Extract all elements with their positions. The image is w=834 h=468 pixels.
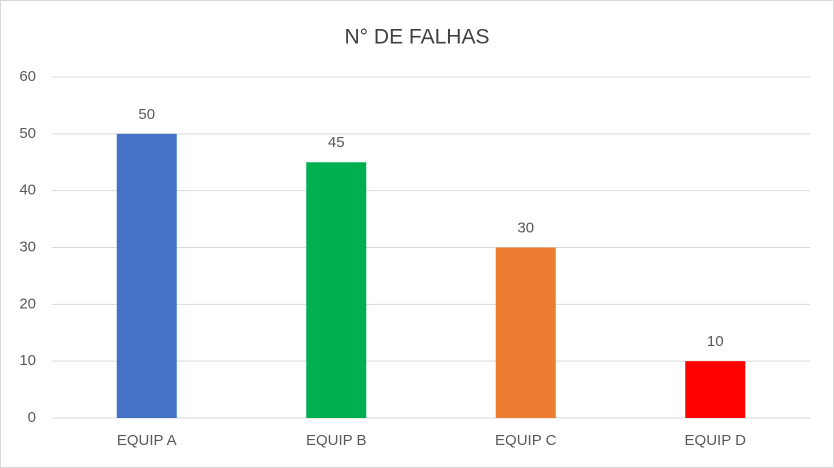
y-tick-label: 60 <box>19 68 36 85</box>
x-tick-label: EQUIP D <box>685 432 747 449</box>
data-label: 10 <box>707 333 724 350</box>
x-tick-label: EQUIP B <box>306 432 367 449</box>
y-tick-label: 30 <box>19 238 36 255</box>
bar <box>116 133 177 419</box>
y-tick-label: 0 <box>28 409 36 426</box>
y-tick-label: 40 <box>19 182 36 199</box>
data-label: 45 <box>328 134 345 151</box>
bar <box>495 247 556 418</box>
bar <box>685 361 746 418</box>
chart-title: N° DE FALHAS <box>345 26 490 49</box>
x-tick-label: EQUIP C <box>495 432 557 449</box>
bar <box>306 162 367 418</box>
y-tick-label: 20 <box>19 295 36 312</box>
x-tick-label: EQUIP A <box>117 432 177 449</box>
y-tick-label: 50 <box>19 125 36 142</box>
data-label: 50 <box>138 106 155 123</box>
data-label: 30 <box>517 219 534 236</box>
y-tick-label: 10 <box>19 352 36 369</box>
